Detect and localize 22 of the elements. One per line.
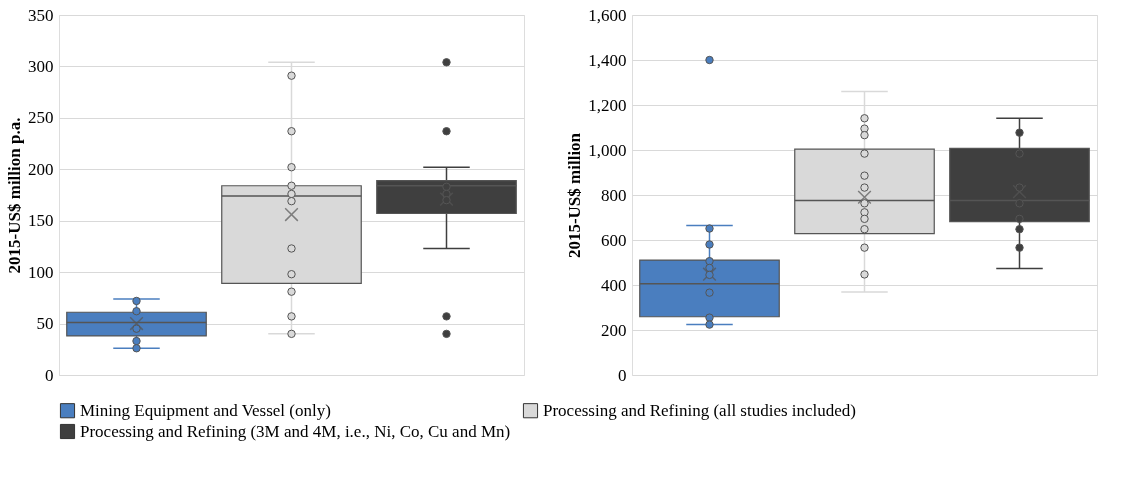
y-axis-title: 2015-US$ million [565,132,585,259]
legend-label: Processing and Refining (3M and 4M, i.e., Ni, Co, Cu and Mn) [80,421,511,441]
y-tick-label: 100 [28,262,54,282]
y-tick-label: 600 [601,230,627,250]
y-tick-label: 300 [28,56,54,76]
y-tick-label: 350 [28,5,54,25]
y-tick-label: 1,600 [588,5,627,25]
y-tick-label: 1,200 [588,95,627,115]
y-axis-title: 2015-US$ million p.a. [5,117,24,274]
y-tick-label: 200 [601,320,627,340]
y-tick-label: 200 [28,159,54,179]
y-tick-label: 800 [601,185,627,205]
y-tick-label: 250 [28,108,54,128]
y-tick-label: 0 [618,365,627,385]
legend-label: Mining Equipment and Vessel (only) [80,400,331,420]
y-tick-label: 0 [45,365,54,385]
y-tick-label: 400 [601,275,627,295]
y-tick-label: 1,000 [588,140,627,160]
legend-label: Processing and Refining (all studies included) [543,400,857,420]
y-tick-label: 150 [28,211,54,231]
y-tick-label: 50 [36,314,54,334]
y-tick-label: 1,400 [588,50,627,70]
